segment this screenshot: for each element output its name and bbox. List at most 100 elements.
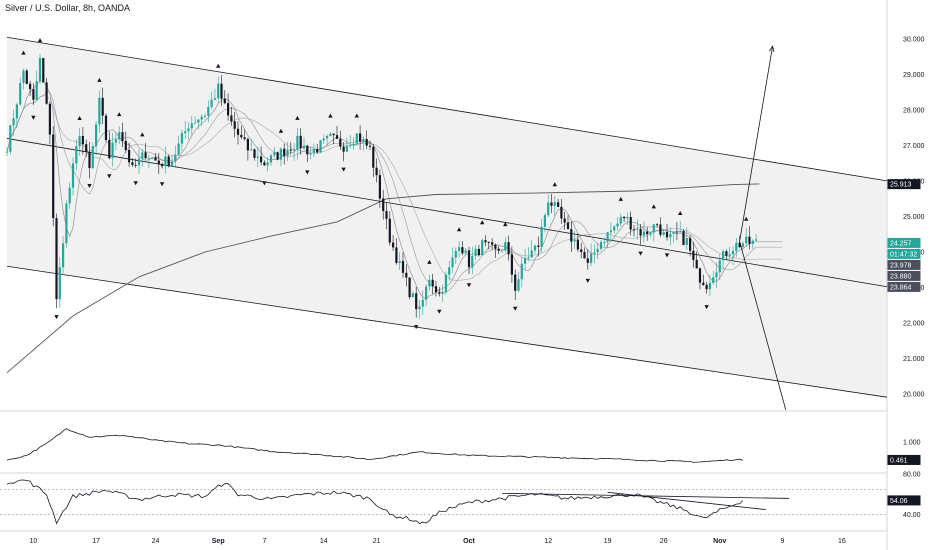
candle (385, 202, 388, 230)
candle-body (583, 252, 586, 259)
fractal-up-marker (278, 128, 284, 133)
candle-body (500, 250, 504, 252)
fractal-down-marker (305, 170, 310, 175)
candle-body (114, 139, 117, 143)
candle (553, 196, 556, 216)
long-moving-average-line (6, 183, 760, 374)
price-tick-label: 27.000 (903, 143, 925, 150)
candle-body (38, 58, 42, 82)
candle (197, 119, 200, 130)
candle-body (141, 152, 144, 159)
oscillator-1-tick: 1.000 (903, 440, 921, 447)
candle (180, 129, 183, 152)
candle (309, 146, 312, 159)
candle-body (415, 293, 418, 310)
candle (227, 93, 230, 121)
candle (141, 148, 144, 166)
candle-body (530, 250, 533, 258)
fractal-down-marker (585, 278, 590, 283)
candle (659, 217, 662, 238)
candle-body (573, 239, 576, 242)
candle-body (233, 121, 236, 129)
candle (25, 68, 28, 85)
candle-body (253, 149, 256, 158)
candle-body (144, 152, 147, 159)
candle (527, 247, 530, 262)
candle-body (632, 229, 636, 231)
candle-body (725, 251, 728, 256)
candle (177, 135, 180, 156)
candle-body (91, 146, 94, 169)
candle (580, 242, 583, 259)
candle-body (263, 162, 266, 166)
candle (388, 211, 391, 246)
candle (695, 251, 698, 269)
candle-body (98, 97, 101, 125)
candle (698, 267, 702, 290)
candle (137, 149, 141, 174)
candle (421, 290, 424, 316)
candle-body (408, 277, 411, 298)
candle-body (563, 218, 566, 223)
candle-body (286, 149, 289, 156)
candle-body (319, 140, 322, 153)
candle-body (560, 206, 563, 219)
candle (273, 147, 276, 158)
candle (329, 132, 332, 137)
candle (91, 142, 94, 169)
fractal-up-marker (77, 116, 82, 121)
candle (266, 157, 269, 172)
candle-body (29, 83, 32, 90)
candle (392, 234, 395, 251)
candle (32, 83, 35, 105)
candle (474, 244, 477, 260)
fractal-down-marker (262, 181, 267, 186)
candle (223, 90, 226, 105)
candle (326, 133, 329, 146)
candle-body (679, 230, 682, 233)
fractal-up-marker (37, 38, 43, 43)
candle-body (405, 272, 408, 278)
candle-body (705, 284, 708, 290)
candle-body (401, 261, 405, 273)
candle-body (359, 133, 362, 142)
candle-body (540, 226, 543, 247)
candle (590, 243, 593, 267)
candle-body (497, 248, 500, 251)
candle-body (382, 198, 385, 212)
time-tick-label: 12 (544, 538, 552, 545)
candle (299, 128, 302, 155)
candle-body (576, 239, 579, 250)
candle (296, 127, 299, 160)
candle (547, 194, 550, 218)
candle (217, 76, 220, 103)
price-tick-label: 30.000 (903, 37, 925, 44)
candle (190, 115, 193, 137)
candle (583, 247, 586, 259)
candle-body (755, 239, 758, 241)
candle (233, 112, 236, 138)
candle-body (203, 115, 207, 117)
candle (164, 146, 167, 174)
price-tick-label: 21.000 (903, 356, 925, 363)
candle-body (101, 97, 104, 116)
candle-body (741, 243, 744, 248)
candle-body (454, 250, 457, 258)
candle-body (474, 248, 477, 256)
fractal-down-marker (704, 305, 709, 310)
candle-body (659, 224, 662, 235)
candle (745, 227, 748, 247)
candle-body (95, 124, 98, 147)
candle-body (240, 134, 243, 138)
candle-body (164, 156, 167, 167)
candle (302, 137, 306, 150)
moving-average-line (6, 95, 783, 281)
candle-body (398, 261, 401, 263)
countdown-tag: 01:47:32 (890, 251, 917, 258)
fractal-down-marker (638, 251, 643, 256)
candle (48, 101, 51, 145)
candle (500, 249, 504, 253)
candle-body (603, 241, 606, 243)
candle-body (517, 279, 520, 291)
